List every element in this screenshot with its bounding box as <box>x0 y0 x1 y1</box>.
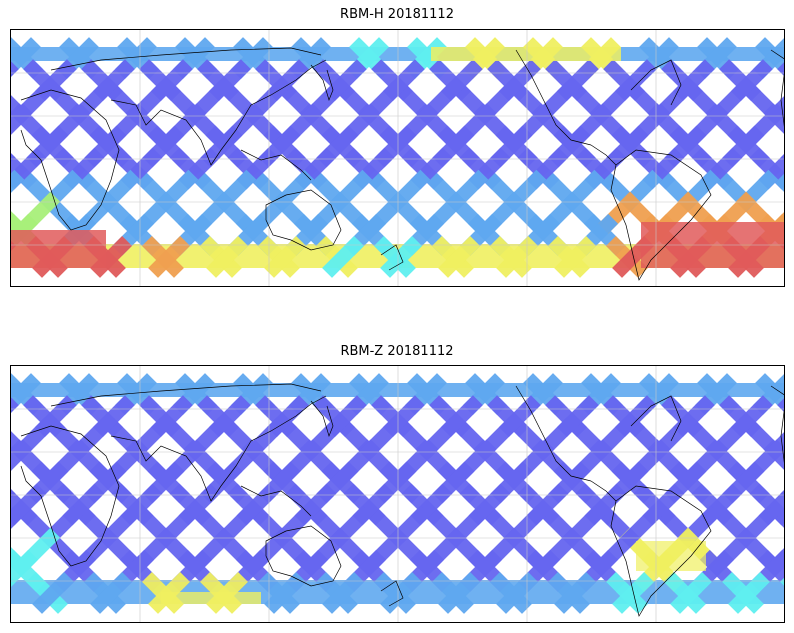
swath-segment <box>11 439 33 471</box>
coastline <box>20 89 120 231</box>
swath-segment <box>264 236 306 278</box>
swath-segment <box>90 572 132 614</box>
coastlines <box>20 383 784 617</box>
swath-segment <box>11 103 33 135</box>
swath-segment <box>11 505 25 529</box>
coastline <box>220 395 327 487</box>
swath-segment <box>148 236 190 278</box>
panel-title: RBM-Z 20181112 <box>340 344 454 359</box>
coastline <box>220 59 327 151</box>
map-frame <box>10 365 785 623</box>
coastline <box>240 485 312 517</box>
panel-title: RBM-H 20181112 <box>340 7 454 22</box>
coastline <box>380 580 404 607</box>
high-value-region <box>161 592 261 604</box>
coastline <box>110 99 222 166</box>
swath-segment <box>438 236 480 278</box>
swath-segment <box>322 236 364 278</box>
coastline <box>610 149 712 281</box>
swath-segment <box>264 572 306 614</box>
coastline <box>590 480 617 502</box>
map-frame <box>10 29 785 287</box>
coastline <box>515 385 592 482</box>
swath-segment <box>496 572 538 614</box>
swath-segment <box>32 572 74 614</box>
swath-segment <box>728 572 770 614</box>
coastlines <box>20 47 784 281</box>
high-value-region <box>11 230 106 268</box>
swath-segment <box>322 572 364 614</box>
coastline <box>50 383 322 407</box>
coastline <box>265 189 342 251</box>
track-map <box>11 366 784 622</box>
swath-segment <box>554 572 596 614</box>
swath-segment <box>496 236 538 278</box>
coastline <box>630 59 682 106</box>
coastline <box>610 485 712 617</box>
coastline <box>770 49 784 127</box>
swath-segment <box>612 572 654 614</box>
coastline <box>515 49 592 146</box>
high-value-region <box>636 541 706 571</box>
coastline <box>240 149 312 181</box>
swath-segment <box>771 169 784 192</box>
coastline <box>20 425 120 567</box>
satellite-tracks <box>11 37 784 278</box>
coastline <box>380 244 404 271</box>
coastline <box>110 435 222 502</box>
coastline <box>590 144 617 166</box>
graticule <box>11 366 784 622</box>
swath-segment <box>206 236 248 278</box>
high-value-region <box>431 47 621 61</box>
graticule <box>11 30 784 286</box>
track-map <box>11 30 784 286</box>
swath-segment <box>612 236 654 278</box>
coastline <box>310 64 334 102</box>
swath-segment <box>11 169 25 193</box>
swath-segment <box>11 549 39 587</box>
swath-segment <box>771 505 784 528</box>
coastline <box>630 395 682 442</box>
coastline <box>770 385 784 463</box>
swath-segment <box>438 572 480 614</box>
swath-segment <box>554 236 596 278</box>
coastline <box>50 47 322 71</box>
swath-segment <box>670 572 712 614</box>
coastline <box>310 400 334 438</box>
coastline <box>265 525 342 587</box>
